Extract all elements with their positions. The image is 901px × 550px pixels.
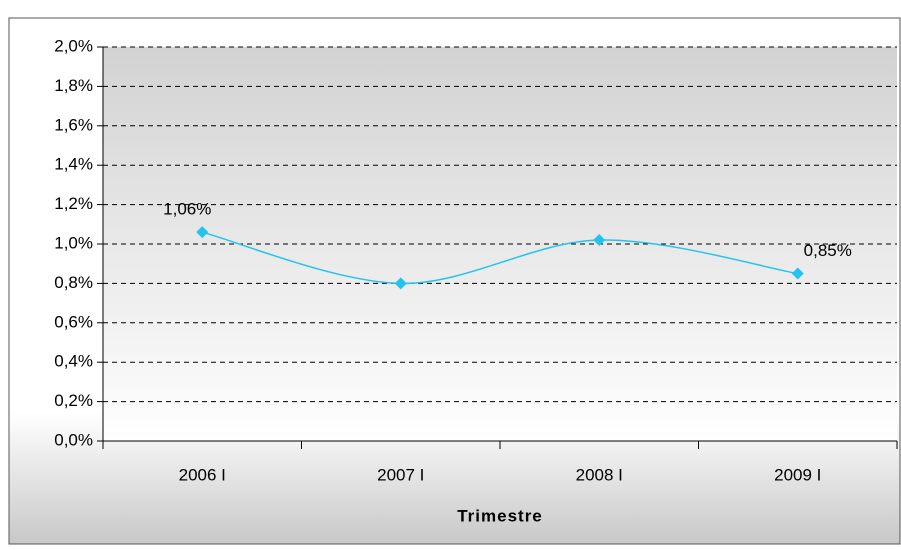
y-tick-label: 0,6% (54, 312, 93, 331)
y-tick-label: 1,2% (54, 194, 93, 213)
x-tick-label: 2007 I (377, 465, 424, 484)
data-label: 0,85% (804, 241, 852, 260)
y-tick-label: 0,4% (54, 352, 93, 371)
data-marker (593, 234, 606, 247)
y-tick-label: 1,4% (54, 155, 93, 174)
data-marker (791, 267, 804, 280)
data-marker (196, 226, 209, 239)
y-tick-label: 1,0% (54, 233, 93, 252)
data-label: 1,06% (163, 200, 211, 219)
y-tick-label: 0,2% (54, 391, 93, 410)
y-tick-label: 2,0% (54, 36, 93, 55)
x-tick-label: 2006 I (179, 465, 226, 484)
y-tick-label: 0,8% (54, 273, 93, 292)
series-line (202, 231, 798, 285)
y-tick-label: 0,0% (54, 430, 93, 449)
data-marker (394, 277, 407, 290)
y-tick-label: 1,6% (54, 115, 93, 134)
x-tick-label: 2008 I (576, 465, 623, 484)
x-axis-title: Trimestre (457, 506, 543, 525)
x-tick-label: 2009 I (774, 465, 821, 484)
y-tick-label: 1,8% (54, 76, 93, 95)
